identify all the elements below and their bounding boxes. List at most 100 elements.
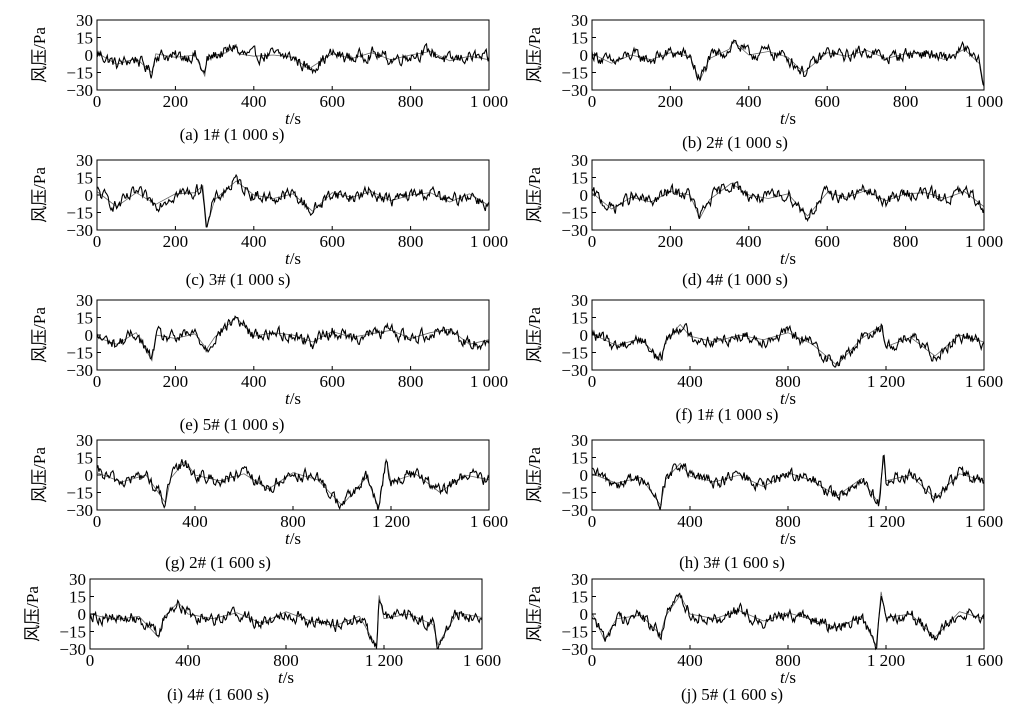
y-tick-label: 30	[571, 570, 588, 589]
y-tick-label: −15	[66, 344, 93, 363]
x-axis-label: t/s	[780, 389, 796, 408]
series-line	[96, 42, 490, 79]
x-tick-label: 600	[319, 372, 345, 391]
x-tick-label: 1 600	[470, 512, 508, 531]
y-tick-label: −15	[561, 64, 588, 83]
x-tick-label: 0	[93, 232, 102, 251]
x-axis-label: t/s	[285, 389, 301, 408]
panel-caption: (j) 5# (1 600 s)	[681, 685, 783, 704]
x-axis-label: t/s	[285, 109, 301, 128]
x-tick-label: 800	[280, 512, 306, 531]
y-tick-label: 15	[571, 169, 588, 188]
x-tick-label: 1 200	[867, 651, 905, 670]
x-tick-label: 800	[893, 232, 919, 251]
y-tick-label: −30	[66, 81, 93, 100]
series-key-points	[591, 457, 985, 507]
x-tick-label: 0	[588, 92, 597, 111]
y-tick-label: 15	[571, 449, 588, 468]
y-tick-label: 0	[580, 326, 589, 345]
y-tick-label: 0	[85, 46, 94, 65]
series-key-points	[591, 323, 985, 366]
series-key-points	[96, 316, 490, 362]
x-tick-label: 800	[398, 92, 424, 111]
x-tick-label: 1 600	[965, 372, 1003, 391]
x-tick-label: 0	[588, 651, 597, 670]
y-axis-label: 风压/Pa	[30, 167, 49, 223]
x-tick-label: 400	[241, 92, 267, 111]
y-tick-label: −30	[561, 501, 588, 520]
x-tick-label: 800	[398, 372, 424, 391]
y-tick-label: 0	[85, 326, 94, 345]
y-tick-label: 0	[85, 186, 94, 205]
x-tick-label: 1 600	[965, 512, 1003, 531]
x-tick-label: 400	[736, 92, 762, 111]
y-tick-label: −15	[66, 64, 93, 83]
y-axis-label: 风压/Pa	[23, 586, 42, 642]
series-line	[591, 39, 985, 87]
panel-caption: (g) 2# (1 600 s)	[165, 553, 271, 572]
y-tick-label: 15	[76, 169, 93, 188]
x-axis-label: t/s	[780, 668, 796, 687]
y-tick-label: 0	[580, 186, 589, 205]
y-axis-label: 风压/Pa	[525, 167, 544, 223]
x-tick-label: 400	[677, 372, 703, 391]
x-tick-label: 1 600	[463, 651, 501, 670]
panel-caption: (h) 3# (1 600 s)	[679, 553, 785, 572]
y-tick-label: −15	[66, 484, 93, 503]
x-tick-label: 1 000	[965, 232, 1003, 251]
y-axis-label: 风压/Pa	[525, 447, 544, 503]
series-key-points	[591, 182, 985, 220]
x-tick-label: 400	[677, 512, 703, 531]
y-tick-label: −30	[66, 501, 93, 520]
x-tick-label: 0	[93, 512, 102, 531]
x-tick-label: 1 200	[365, 651, 403, 670]
y-axis-label: 风压/Pa	[30, 27, 49, 83]
panel-caption: (i) 4# (1 600 s)	[167, 685, 269, 704]
x-tick-label: 1 600	[965, 651, 1003, 670]
y-tick-label: −30	[59, 640, 86, 659]
x-tick-label: 200	[163, 232, 189, 251]
y-tick-label: 15	[571, 588, 588, 607]
y-tick-label: −30	[66, 221, 93, 240]
x-tick-label: 0	[588, 512, 597, 531]
y-tick-label: 15	[76, 29, 93, 48]
plot-frame	[96, 159, 490, 231]
y-axis-label: 风压/Pa	[30, 447, 49, 503]
x-tick-label: 800	[893, 92, 919, 111]
series-line	[591, 322, 985, 368]
series-key-points	[96, 458, 490, 510]
y-tick-label: 30	[76, 151, 93, 170]
y-tick-label: 30	[571, 151, 588, 170]
x-tick-label: 0	[588, 372, 597, 391]
y-tick-label: −30	[66, 361, 93, 380]
series-line	[96, 173, 490, 228]
x-tick-label: 0	[588, 232, 597, 251]
y-tick-label: −15	[66, 204, 93, 223]
x-tick-label: 0	[93, 372, 102, 391]
y-tick-label: 15	[69, 588, 86, 607]
y-tick-label: 0	[580, 46, 589, 65]
x-tick-label: 400	[182, 512, 208, 531]
panel-caption: (b) 2# (1 000 s)	[682, 133, 788, 152]
x-tick-label: 1 000	[965, 92, 1003, 111]
x-tick-label: 1 000	[470, 372, 508, 391]
y-tick-label: 15	[571, 309, 588, 328]
x-tick-label: 1 000	[470, 232, 508, 251]
y-tick-label: 0	[580, 466, 589, 485]
x-tick-label: 400	[241, 232, 267, 251]
plot-frame	[591, 299, 985, 371]
series-line	[591, 454, 985, 511]
x-tick-label: 800	[273, 651, 299, 670]
x-axis-label: t/s	[285, 249, 301, 268]
y-tick-label: 30	[571, 11, 588, 30]
series-key-points	[89, 595, 483, 649]
y-axis-label: 风压/Pa	[525, 586, 544, 642]
series-line	[96, 459, 490, 511]
